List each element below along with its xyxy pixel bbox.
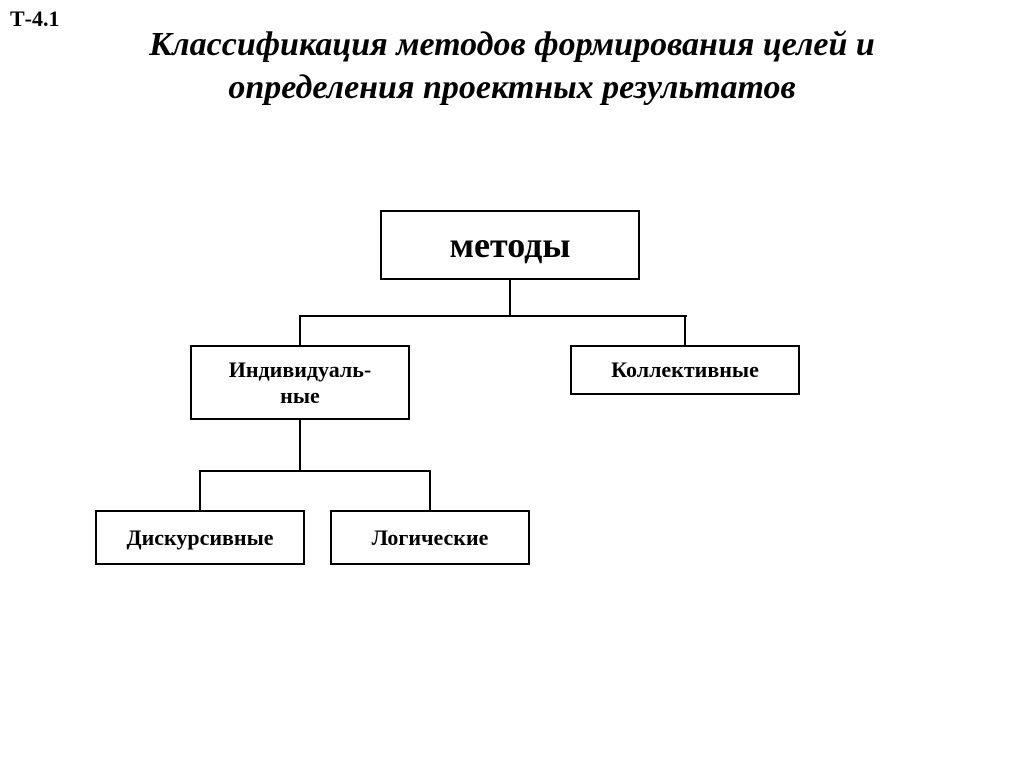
connector: [684, 315, 686, 345]
node-collective: Коллективные: [570, 345, 800, 395]
node-individual: Индивидуаль- ные: [190, 345, 410, 420]
connector: [199, 470, 201, 510]
connector: [299, 420, 301, 470]
page-title: Классификация методов формирования целей…: [0, 24, 1024, 109]
node-methods: методы: [380, 210, 640, 280]
node-methods-label: методы: [450, 224, 571, 266]
node-individual-label: Индивидуаль- ные: [229, 357, 371, 408]
node-discursive-label: Дискурсивные: [126, 525, 273, 551]
node-logical-label: Логические: [372, 525, 489, 551]
node-logical: Логические: [330, 510, 530, 565]
connector: [199, 470, 431, 472]
connector: [299, 315, 687, 317]
node-collective-label: Коллективные: [611, 357, 759, 383]
connector: [299, 315, 301, 345]
connector: [429, 470, 431, 510]
connector: [509, 280, 511, 315]
node-discursive: Дискурсивные: [95, 510, 305, 565]
